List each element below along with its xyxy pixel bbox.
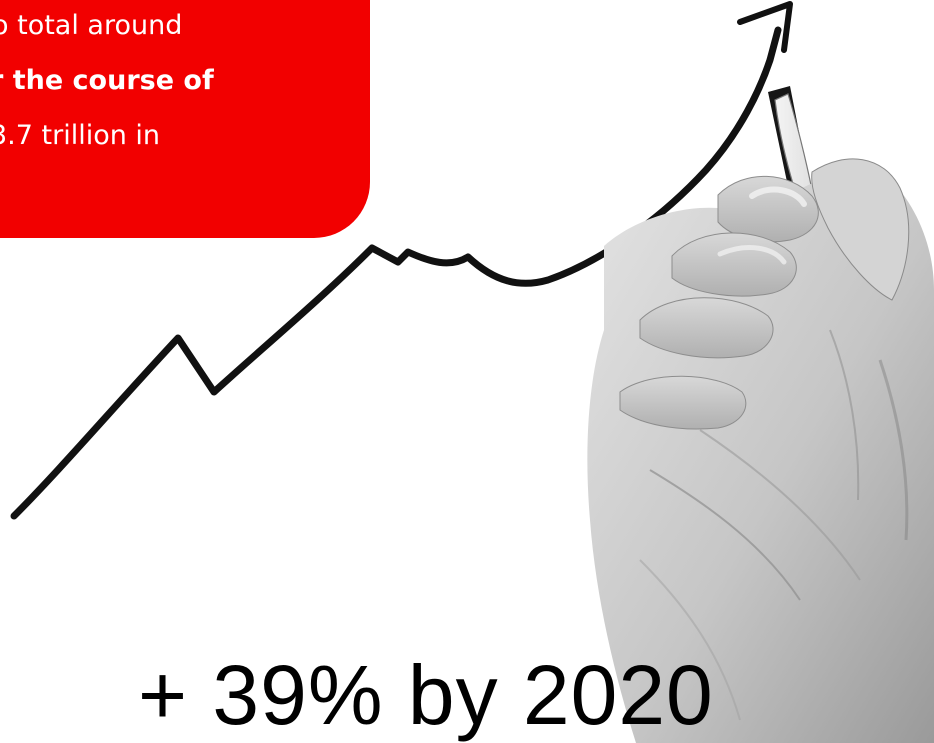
callout-text: o total around r the course of 3.7 trill… (0, 0, 360, 160)
hand-marker-icon (587, 86, 934, 743)
trend-line-icon (10, 1, 793, 520)
callout-line-1: o total around (0, 10, 183, 41)
callout-line-3: 3.7 trillion in (0, 120, 161, 151)
red-callout-box (0, 0, 370, 238)
callout-line-2: r the course of (0, 65, 214, 96)
growth-headline: + 39% by 2020 (138, 648, 714, 742)
